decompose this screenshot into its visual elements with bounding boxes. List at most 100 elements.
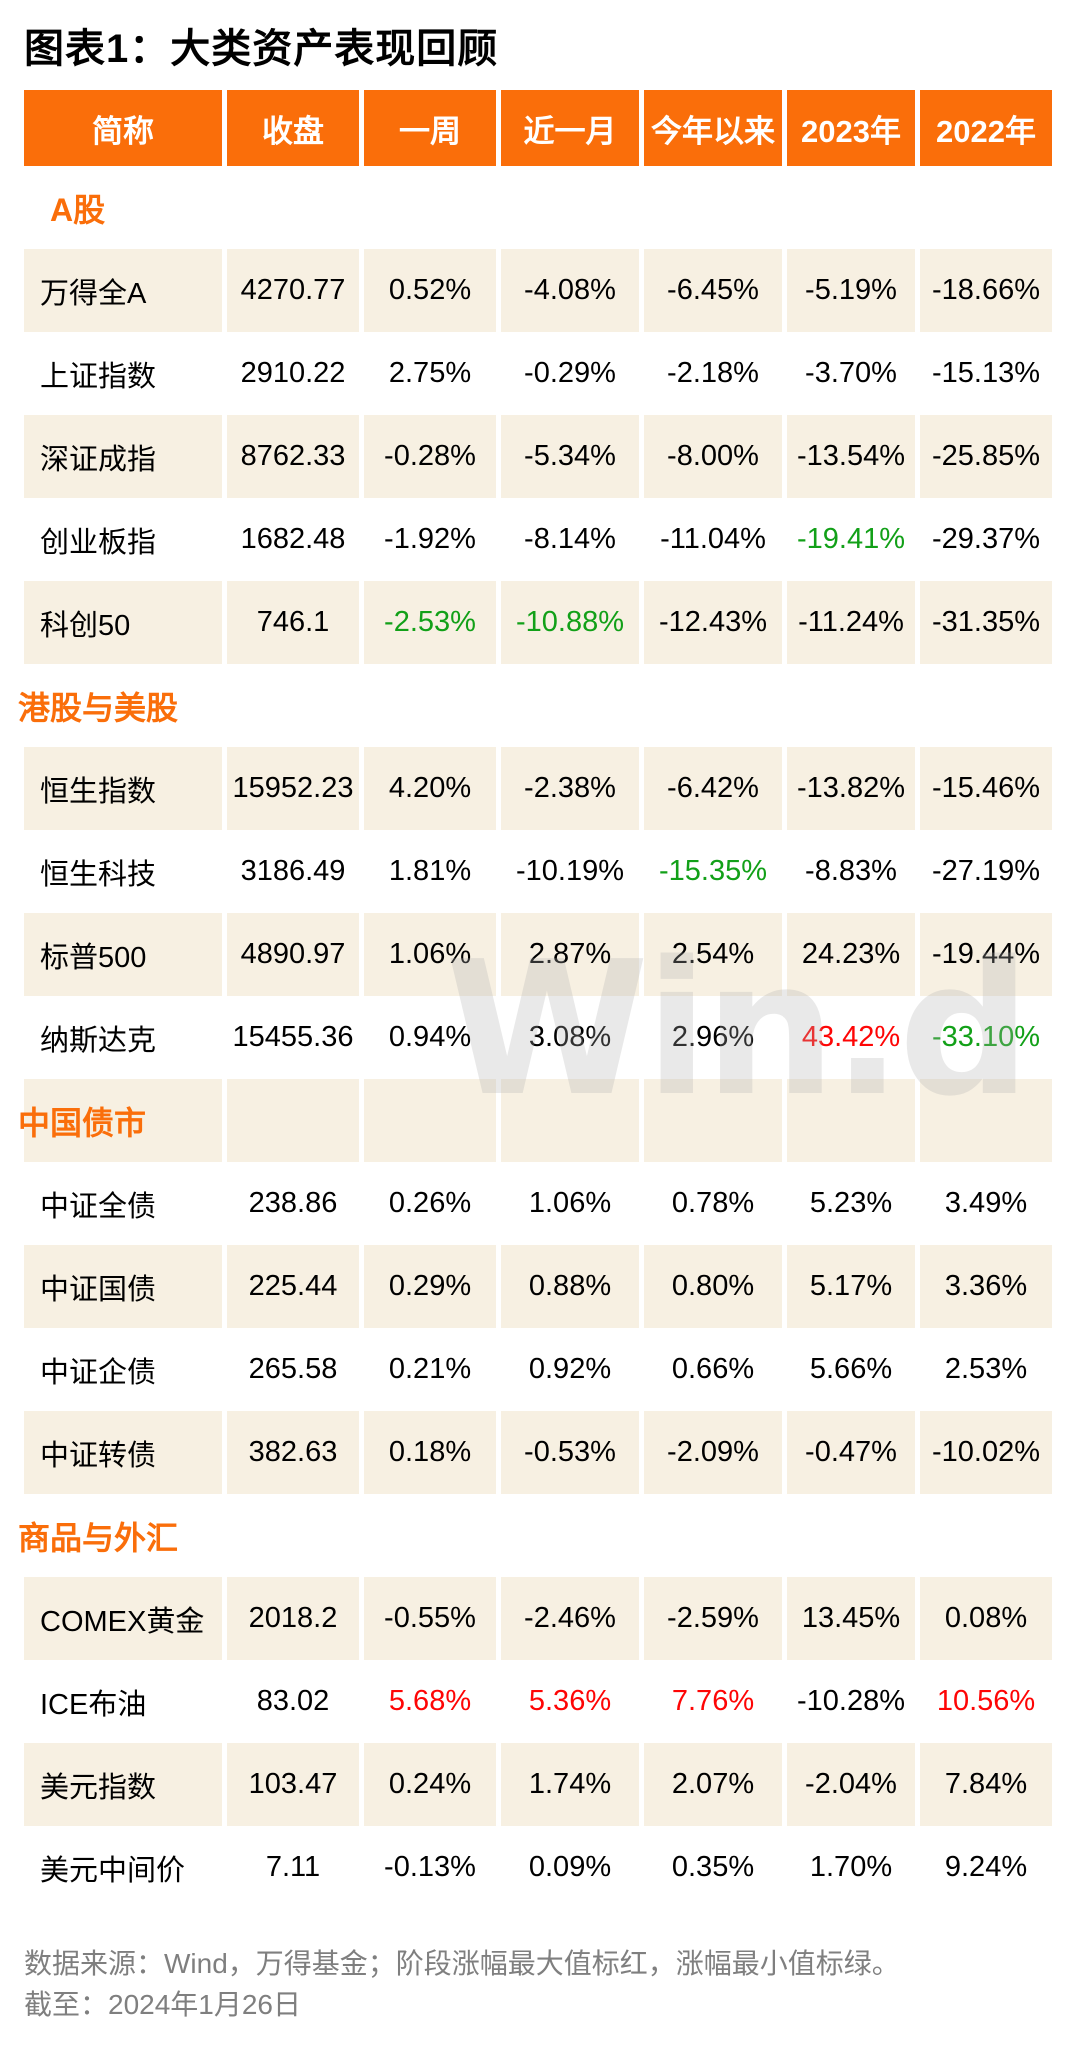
column-header: 收盘: [227, 90, 359, 166]
value-cell: -5.19%: [787, 249, 915, 332]
row-label: 标普500: [24, 913, 222, 996]
value-cell: 2.53%: [944, 1353, 1028, 1385]
table-row: 万得全A 4270.77 0.52% -4.08% -6.45% -5.19% -18.66…: [24, 249, 1052, 332]
value-cell: 13.45%: [787, 1577, 915, 1660]
value-cell: -10.19%: [515, 855, 624, 887]
section-label-cell: 商品与外汇: [18, 1494, 222, 1577]
value-cell: -19.44%: [920, 913, 1052, 996]
value-cell: -2.04%: [787, 1743, 915, 1826]
section-row: 中国债市: [18, 1079, 1052, 1162]
table-row: 标普500 4890.97 1.06% 2.87% 2.54% 24.23% -19.44%: [24, 913, 1052, 996]
page-title: 图表1：大类资产表现回顾: [24, 27, 499, 71]
value-cell: 225.44: [227, 1245, 359, 1328]
value-cell: -0.28%: [364, 415, 496, 498]
value-cell: 43.42%: [801, 1021, 901, 1053]
value-cell: -13.82%: [787, 747, 915, 830]
row-label: 万得全A: [24, 249, 222, 332]
table-footnote: 数据来源：Wind，万得基金；阶段涨幅最大值标红，涨幅最小值标绿。 截至：202…: [24, 1943, 1080, 2025]
value-cell: -0.13%: [384, 1851, 476, 1883]
row-label: 中证企债: [40, 1356, 157, 1389]
value-cell: 15952.23: [227, 747, 359, 830]
section-label-cell: 港股与美股: [18, 664, 222, 747]
value-cell: 0.92%: [528, 1353, 612, 1385]
value-cell: 0.66%: [671, 1353, 755, 1385]
empty-cell: [227, 166, 359, 249]
table-row: 美元指数 103.47 0.24% 1.74% 2.07% -2.04% 7.84%: [24, 1743, 1052, 1826]
section-label: 商品与外汇: [18, 1519, 179, 1556]
value-cell: 2.96%: [671, 1021, 755, 1053]
value-cell: 0.52%: [364, 249, 496, 332]
value-cell: -12.43%: [644, 581, 782, 664]
value-cell: -13.54%: [787, 415, 915, 498]
value-cell: -15.13%: [931, 357, 1040, 389]
value-cell: 2.07%: [644, 1743, 782, 1826]
value-cell: -1.92%: [384, 523, 476, 555]
value-cell: 1.70%: [809, 1851, 893, 1883]
value-cell: 0.18%: [364, 1411, 496, 1494]
row-label: 中证国债: [24, 1245, 222, 1328]
as-of-date: 截至：2024年1月26日: [24, 1989, 302, 2020]
empty-cell: [644, 1079, 782, 1162]
value-cell: -0.55%: [364, 1577, 496, 1660]
empty-cell: [364, 664, 496, 747]
table-row: 上证指数 2910.22 2.75% -0.29% -2.18% -3.70% -15.13…: [24, 332, 1052, 415]
value-cell: -10.88%: [501, 581, 639, 664]
value-cell: 2.54%: [644, 913, 782, 996]
value-cell: -2.46%: [501, 1577, 639, 1660]
value-cell: -19.41%: [796, 523, 905, 555]
section-row: 商品与外汇: [18, 1494, 1052, 1577]
value-cell: -2.18%: [667, 357, 759, 389]
value-cell: 2910.22: [240, 357, 346, 389]
value-cell: 0.29%: [364, 1245, 496, 1328]
value-cell: 2.87%: [501, 913, 639, 996]
value-cell: -2.59%: [644, 1577, 782, 1660]
value-cell: 3186.49: [240, 855, 346, 887]
value-cell: -10.28%: [796, 1685, 905, 1717]
value-cell: -33.10%: [931, 1021, 1040, 1053]
value-cell: 1.81%: [388, 855, 472, 887]
table-row: 中证全债 238.86 0.26% 1.06% 0.78% 5.23% 3.49%: [24, 1162, 1052, 1245]
value-cell: 1682.48: [240, 523, 346, 555]
value-cell: 1.06%: [364, 913, 496, 996]
value-cell: 382.63: [227, 1411, 359, 1494]
column-header: 2022年: [920, 90, 1052, 166]
value-cell: -29.37%: [931, 523, 1040, 555]
column-header: 近一月: [501, 90, 639, 166]
column-header: 简称: [24, 90, 222, 166]
section-label-cell: A股: [24, 166, 222, 249]
value-cell: 4270.77: [227, 249, 359, 332]
row-label: ICE布油: [40, 1688, 147, 1721]
value-cell: 3.08%: [528, 1021, 612, 1053]
value-cell: 7.11: [265, 1851, 321, 1883]
row-label: 美元指数: [24, 1743, 222, 1826]
value-cell: 5.66%: [809, 1353, 893, 1385]
value-cell: -8.00%: [644, 415, 782, 498]
value-cell: 7.84%: [920, 1743, 1052, 1826]
value-cell: -3.70%: [805, 357, 897, 389]
row-label: 中证转债: [24, 1411, 222, 1494]
value-cell: 238.86: [248, 1187, 338, 1219]
table-row: 中证企债 265.58 0.21% 0.92% 0.66% 5.66% 2.53%: [24, 1328, 1052, 1411]
value-cell: -8.14%: [524, 523, 616, 555]
column-header: 一周: [364, 90, 496, 166]
value-cell: -6.42%: [644, 747, 782, 830]
asset-table: 简称 收盘 一周 近一月 今年以来 2023年 2022年 A股 万得全A 4270.77 0.52…: [18, 90, 1052, 1909]
row-label: 恒生科技: [40, 858, 157, 891]
value-cell: 5.23%: [809, 1187, 893, 1219]
value-cell: 103.47: [227, 1743, 359, 1826]
row-label: 深证成指: [24, 415, 222, 498]
value-cell: -15.46%: [920, 747, 1052, 830]
value-cell: 83.02: [256, 1685, 330, 1717]
table-row: 深证成指 8762.33 -0.28% -5.34% -8.00% -13.54% -25.…: [24, 415, 1052, 498]
table-row: COMEX黄金 2018.2 -0.55% -2.46% -2.59% 13.45% 0.0…: [24, 1577, 1052, 1660]
row-label: 科创50: [24, 581, 222, 664]
value-cell: 0.94%: [388, 1021, 472, 1053]
empty-cell: [227, 1494, 359, 1577]
empty-cell: [920, 166, 1052, 249]
empty-cell: [364, 1079, 496, 1162]
value-cell: 3.49%: [944, 1187, 1028, 1219]
value-cell: -27.19%: [931, 855, 1040, 887]
value-cell: -2.09%: [644, 1411, 782, 1494]
table-row: 创业板指 1682.48 -1.92% -8.14% -11.04% -19.41% -29…: [24, 498, 1052, 581]
empty-cell: [787, 1494, 915, 1577]
